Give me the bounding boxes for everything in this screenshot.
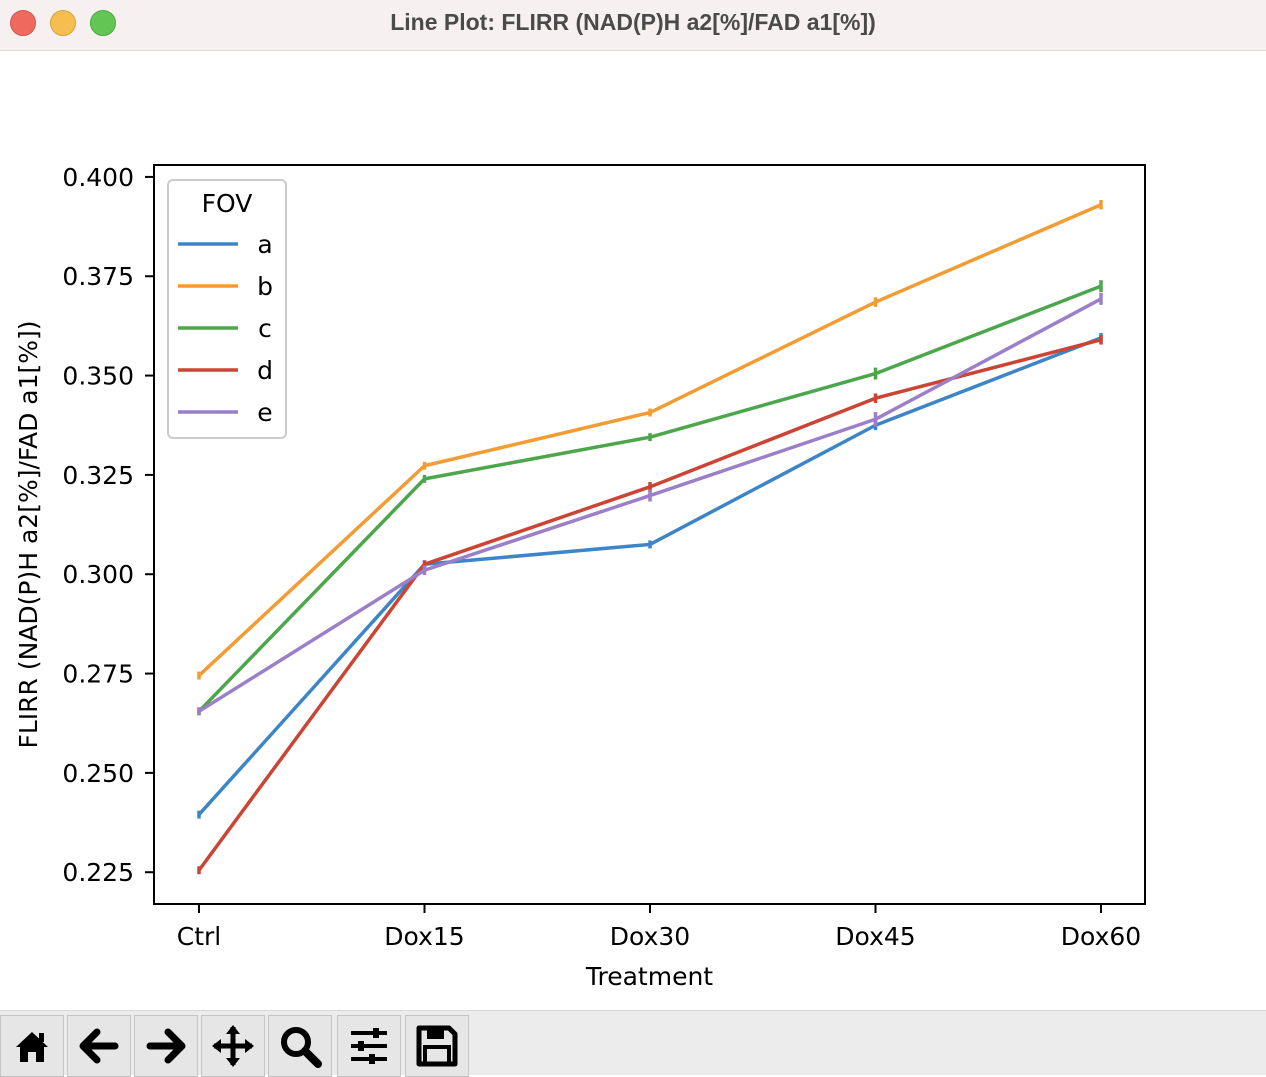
zoom-button[interactable]	[268, 1015, 332, 1077]
save-floppy-icon	[416, 1025, 458, 1067]
axes-frame	[153, 164, 1146, 905]
configure-subplots-icon	[351, 1028, 387, 1064]
x-tick-label: Dox30	[610, 922, 690, 951]
y-tick-label: 0.400	[62, 163, 134, 192]
y-tick-label: 0.275	[62, 660, 134, 689]
figure-canvas[interactable]: 0.225 0.250 0.275 0.300 0.325 0.350 0.375 0.400…	[0, 51, 1266, 1010]
save-button[interactable]	[405, 1015, 469, 1077]
legend-label-c: c	[258, 314, 272, 343]
title-bar: Line Plot: FLIRR (NAD(P)H a2[%]/FAD a1[%…	[0, 0, 1266, 51]
legend-label-d: d	[257, 356, 273, 385]
series-line-e	[198, 297, 1102, 713]
forward-button[interactable]	[134, 1015, 198, 1077]
x-axis-label: Treatment	[585, 962, 713, 991]
y-tick-label: 0.300	[62, 560, 134, 589]
forward-arrow-icon	[146, 1028, 186, 1064]
y-tick-label: 0.325	[62, 461, 134, 490]
window-title: Line Plot: FLIRR (NAD(P)H a2[%]/FAD a1[%…	[390, 9, 876, 35]
line-chart: 0.225 0.250 0.275 0.300 0.325 0.350 0.375 0.400…	[14, 163, 1146, 991]
pan-button[interactable]	[201, 1015, 265, 1077]
x-tick-label: Dox15	[384, 922, 464, 951]
legend-title: FOV	[202, 189, 253, 218]
minimize-window-button[interactable]	[50, 10, 76, 36]
legend-label-e: e	[257, 398, 272, 427]
home-icon	[16, 1032, 48, 1062]
pan-move-icon	[212, 1025, 254, 1067]
back-arrow-icon	[79, 1028, 119, 1064]
series-line-d	[197, 338, 1102, 872]
home-button[interactable]	[0, 1015, 64, 1077]
y-tick-label: 0.250	[62, 759, 134, 788]
y-axis-label: FLIRR (NAD(P)H a2[%]/FAD a1[%])	[14, 320, 43, 748]
legend-label-b: b	[257, 272, 273, 301]
y-tick-label: 0.350	[62, 362, 134, 391]
y-tick-label: 0.225	[62, 858, 134, 887]
y-tick-label: 0.375	[62, 262, 134, 291]
zoom-window-button[interactable]	[90, 10, 116, 36]
x-tick-label: Dox60	[1061, 922, 1141, 951]
back-button[interactable]	[67, 1015, 131, 1077]
close-window-button[interactable]	[10, 10, 36, 36]
zoom-magnifier-icon	[281, 1027, 322, 1068]
x-tick-label: Ctrl	[177, 922, 221, 951]
x-tick-label: Dox45	[835, 922, 915, 951]
legend-label-a: a	[257, 230, 272, 259]
navigation-toolbar	[0, 1010, 1266, 1077]
configure-subplots-button[interactable]	[337, 1015, 401, 1077]
